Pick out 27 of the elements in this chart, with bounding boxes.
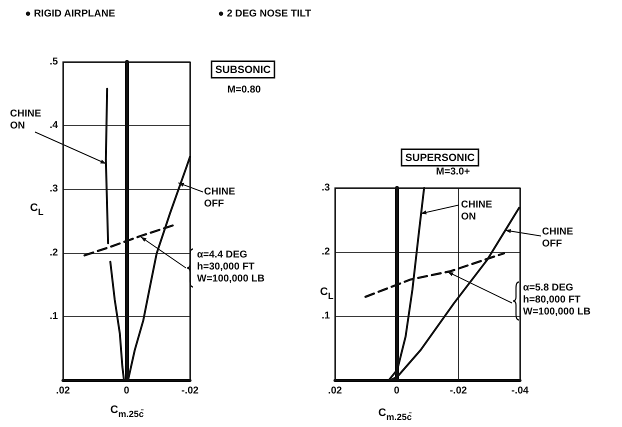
annotation: CHINE ON — [461, 200, 492, 222]
text: SUPERSONIC — [405, 152, 476, 164]
x-tick-label: -.04 — [511, 386, 530, 396]
text: SUBSONIC — [215, 64, 272, 76]
y-tick-label: .2 — [50, 247, 58, 258]
text: M=3.0+ — [436, 166, 470, 178]
y-tick-label: .2 — [322, 246, 330, 258]
x-tick-label: 0 — [124, 386, 130, 396]
y-tick-label: .1 — [50, 310, 58, 322]
y-tick-label: .3 — [322, 182, 330, 194]
text: ● RIGID AIRPLANE — [25, 8, 116, 20]
annotation: CHINE OFF — [204, 186, 236, 210]
y-tick-label: .1 — [322, 310, 330, 322]
y-tick-label: .4 — [50, 120, 58, 132]
x-tick-label: .02 — [56, 386, 70, 396]
x-tick-label: -.02 — [181, 386, 200, 396]
y-tick-label: .3 — [50, 184, 58, 195]
annotation: CHINE OFF — [542, 226, 574, 250]
y-tick-label: .5 — [50, 56, 58, 68]
text: ● 2 DEG NOSE TILT — [218, 8, 312, 20]
annotation: α=5.8 DEG h=80,000 FT W=100,000 LB — [523, 282, 591, 318]
x-tick-label: 0 — [394, 386, 400, 396]
text: M=0.80 — [227, 84, 262, 96]
x-tick-label: -.02 — [450, 386, 468, 396]
annotation: α=4.4 DEG h=30,000 FT W=100,000 LB — [197, 250, 265, 284]
x-tick-label: .02 — [328, 386, 342, 396]
annotation: CHINE ON — [10, 108, 42, 132]
